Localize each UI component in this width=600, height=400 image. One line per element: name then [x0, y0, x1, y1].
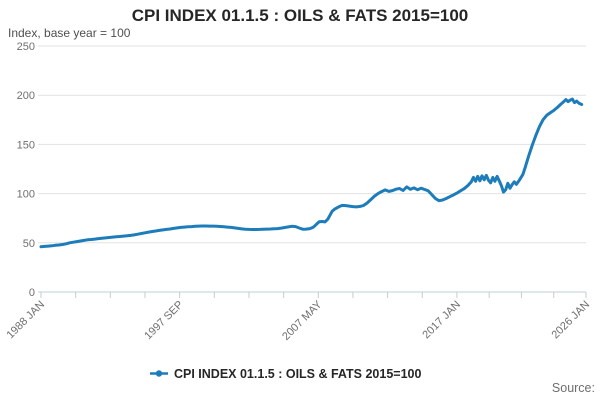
y-axis-labels: 0 50 100 150 200 250: [17, 41, 35, 299]
legend-label: CPI INDEX 01.1.5 : OILS & FATS 2015=100: [174, 367, 421, 381]
legend-point-marker: [155, 370, 163, 377]
y-axis-tick-label: 0: [29, 287, 35, 299]
y-axis-tick-label: 250: [17, 41, 35, 53]
x-axis-tick-label: 1997 SEP: [142, 299, 186, 343]
chart-subtitle: Index, base year = 100: [8, 26, 131, 40]
x-axis-tick-label: 2026 JAN: [549, 299, 592, 342]
chart-title: CPI INDEX 01.1.5 : OILS & FATS 2015=100: [132, 6, 469, 25]
x-axis: [38, 291, 587, 298]
source-label: Source:: [552, 381, 595, 395]
x-axis-tick-label: 2017 JAN: [420, 299, 463, 342]
y-axis-tick-label: 200: [17, 90, 35, 102]
legend-item[interactable]: CPI INDEX 01.1.5 : OILS & FATS 2015=100: [150, 367, 421, 381]
y-axis-tick-label: 50: [23, 238, 35, 250]
gridlines: [38, 45, 586, 293]
series-group: [39, 97, 584, 249]
series-line[interactable]: [39, 97, 584, 249]
y-axis-tick-label: 150: [17, 139, 35, 151]
x-axis-labels: 1988 JAN 1997 SEP 2007 MAY 2017 JAN 2026 JAN: [4, 298, 592, 343]
x-axis-tick-label: 2007 MAY: [280, 298, 325, 343]
y-axis-tick-label: 100: [17, 189, 35, 201]
x-axis-tick-label: 1988 JAN: [4, 299, 47, 342]
